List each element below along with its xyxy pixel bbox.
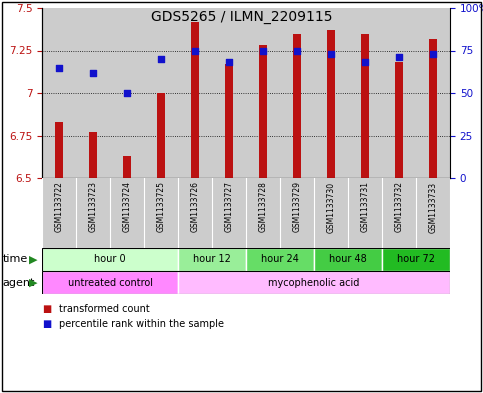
Bar: [348, 178, 382, 248]
Bar: [382, 248, 450, 271]
Bar: [416, 178, 450, 248]
Text: GSM1133730: GSM1133730: [327, 182, 336, 233]
Bar: [259, 46, 267, 178]
Bar: [123, 156, 131, 178]
Point: [225, 59, 233, 66]
Bar: [314, 8, 348, 178]
Bar: [314, 178, 348, 248]
Bar: [280, 178, 314, 248]
Text: ▶: ▶: [28, 255, 37, 264]
Bar: [110, 8, 144, 178]
Bar: [76, 8, 110, 178]
Bar: [314, 248, 382, 271]
Text: GSM1133722: GSM1133722: [55, 182, 63, 232]
Bar: [178, 8, 212, 178]
Point: [293, 47, 301, 53]
Bar: [246, 178, 280, 248]
Bar: [293, 33, 301, 178]
Text: GSM1133725: GSM1133725: [156, 182, 166, 233]
Bar: [382, 178, 416, 248]
Text: GSM1133726: GSM1133726: [190, 182, 199, 233]
Text: hour 72: hour 72: [397, 255, 435, 264]
Bar: [157, 93, 165, 178]
Point: [89, 70, 97, 76]
Text: time: time: [2, 255, 28, 264]
Text: GSM1133732: GSM1133732: [395, 182, 403, 233]
Point: [191, 47, 199, 53]
Bar: [178, 178, 212, 248]
Text: hour 0: hour 0: [94, 255, 126, 264]
Bar: [42, 178, 76, 248]
Text: ▶: ▶: [28, 277, 37, 288]
Text: GSM1133727: GSM1133727: [225, 182, 233, 233]
Bar: [55, 122, 63, 178]
Text: transformed count: transformed count: [59, 304, 150, 314]
Text: GSM1133724: GSM1133724: [123, 182, 131, 233]
Bar: [76, 178, 110, 248]
Bar: [144, 178, 178, 248]
Point: [123, 90, 131, 96]
Text: percentile rank within the sample: percentile rank within the sample: [59, 319, 224, 329]
Point: [259, 47, 267, 53]
Text: hour 48: hour 48: [329, 255, 367, 264]
Bar: [42, 248, 178, 271]
Bar: [327, 30, 335, 178]
Text: hour 12: hour 12: [193, 255, 231, 264]
Text: ■: ■: [42, 319, 51, 329]
Text: GSM1133733: GSM1133733: [428, 182, 438, 233]
Text: mycophenolic acid: mycophenolic acid: [269, 277, 360, 288]
Bar: [416, 8, 450, 178]
Bar: [212, 178, 246, 248]
Bar: [191, 22, 199, 178]
Text: agent: agent: [2, 277, 35, 288]
Point: [55, 64, 63, 71]
Bar: [225, 64, 233, 178]
Bar: [361, 33, 369, 178]
Text: GSM1133728: GSM1133728: [258, 182, 268, 232]
Bar: [348, 8, 382, 178]
Text: GDS5265 / ILMN_2209115: GDS5265 / ILMN_2209115: [151, 10, 332, 24]
Text: ■: ■: [42, 304, 51, 314]
Text: GSM1133723: GSM1133723: [88, 182, 98, 233]
Bar: [110, 178, 144, 248]
Point: [395, 54, 403, 61]
Bar: [395, 62, 403, 178]
Bar: [42, 271, 178, 294]
Bar: [246, 8, 280, 178]
Text: untreated control: untreated control: [68, 277, 153, 288]
Bar: [178, 248, 246, 271]
Point: [157, 56, 165, 62]
Text: GSM1133729: GSM1133729: [293, 182, 301, 233]
Bar: [178, 271, 450, 294]
Bar: [280, 8, 314, 178]
Bar: [144, 8, 178, 178]
Text: hour 24: hour 24: [261, 255, 299, 264]
Bar: [212, 8, 246, 178]
Point: [327, 51, 335, 57]
Bar: [42, 8, 76, 178]
Point: [429, 51, 437, 57]
Bar: [89, 132, 97, 178]
Bar: [429, 39, 437, 178]
Text: GSM1133731: GSM1133731: [360, 182, 369, 233]
Bar: [246, 248, 314, 271]
Point: [361, 59, 369, 66]
Bar: [382, 8, 416, 178]
